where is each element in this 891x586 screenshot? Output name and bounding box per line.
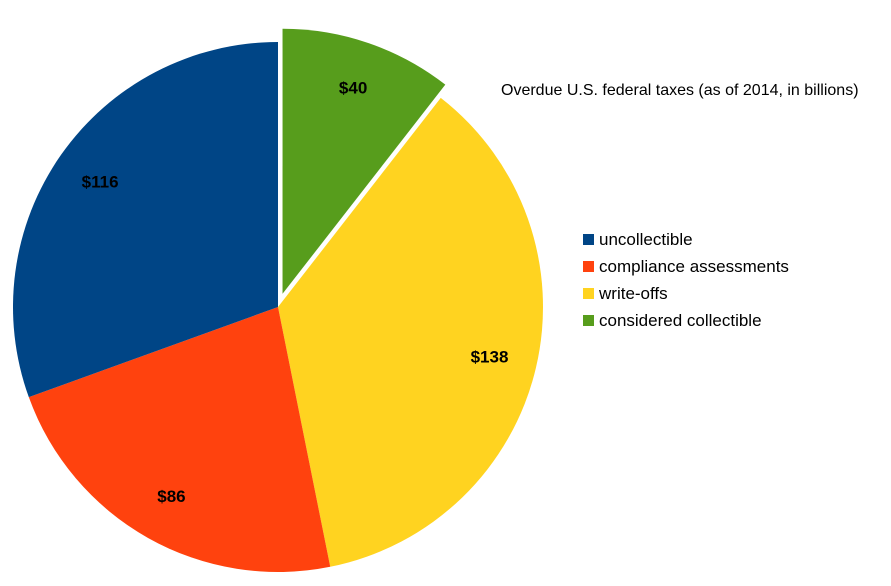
legend-item-considered-collectible: considered collectible xyxy=(583,307,789,334)
legend-swatch-considered-collectible xyxy=(583,315,594,326)
pie-slice-considered-collectible xyxy=(282,28,446,294)
legend: uncollectible compliance assessments wri… xyxy=(583,226,789,334)
legend-label-considered-collectible: considered collectible xyxy=(599,310,762,330)
legend-item-compliance-assessments: compliance assessments xyxy=(583,253,789,280)
data-label-compliance-assessments: $86 xyxy=(157,487,185,506)
legend-label-write-offs: write-offs xyxy=(599,283,668,303)
data-label-considered-collectible: $40 xyxy=(339,79,367,98)
legend-label-uncollectible: uncollectible xyxy=(599,229,693,249)
legend-swatch-write-offs xyxy=(583,288,594,299)
legend-swatch-compliance-assessments xyxy=(583,261,594,272)
pie-slice-uncollectible xyxy=(12,42,278,398)
legend-swatch-uncollectible xyxy=(583,234,594,245)
data-label-uncollectible: $116 xyxy=(82,173,119,192)
legend-item-write-offs: write-offs xyxy=(583,280,789,307)
chart-title: Overdue U.S. federal taxes (as of 2014, … xyxy=(501,82,859,99)
pie-slice-write-offs xyxy=(278,97,544,567)
data-label-write-offs: $138 xyxy=(471,347,509,366)
legend-item-uncollectible: uncollectible xyxy=(583,226,789,253)
legend-label-compliance-assessments: compliance assessments xyxy=(599,256,789,276)
pie-slice-compliance-assessments xyxy=(28,307,331,573)
